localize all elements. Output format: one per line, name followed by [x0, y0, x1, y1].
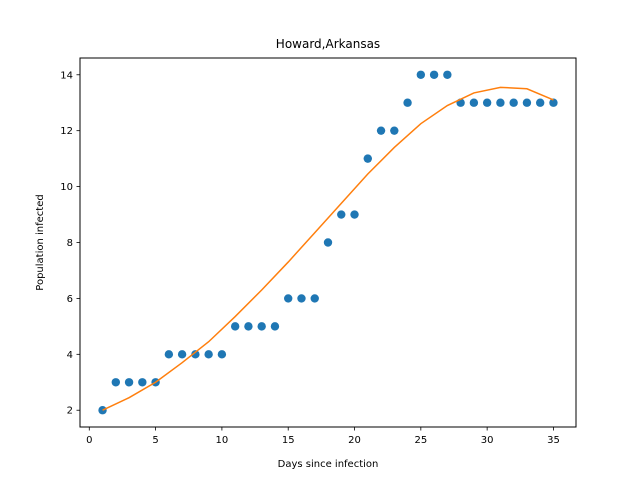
- scatter-point: [416, 70, 426, 79]
- x-tick-label: 35: [547, 435, 560, 446]
- y-tick-label: 10: [60, 182, 73, 193]
- y-axis-label: Population infected: [35, 194, 46, 290]
- y-tick-label: 12: [60, 126, 73, 137]
- scatter-point: [111, 378, 121, 387]
- scatter-point: [204, 350, 213, 359]
- scatter-point: [244, 322, 253, 331]
- scatter-point: [509, 98, 518, 107]
- scatter-point: [191, 350, 200, 359]
- scatter-point: [482, 98, 492, 107]
- y-tick-label: 14: [60, 70, 73, 81]
- scatter-point: [138, 378, 147, 387]
- x-tick-label: 10: [216, 435, 229, 446]
- scatter-point: [469, 98, 479, 107]
- scatter-point: [164, 350, 174, 359]
- scatter-point: [376, 126, 386, 135]
- x-tick-label: 0: [86, 435, 92, 446]
- x-axis-label: Days since infection: [278, 459, 379, 470]
- scatter-point: [217, 350, 227, 359]
- axes-frame: [79, 57, 577, 428]
- scatter-point: [297, 294, 306, 303]
- scatter-point: [284, 294, 293, 303]
- scatter-point: [323, 238, 333, 247]
- scatter-point: [310, 294, 319, 303]
- x-tick-label: 25: [414, 435, 427, 446]
- scatter-point: [390, 126, 399, 135]
- scatter-point: [350, 210, 359, 219]
- y-tick-label: 4: [67, 350, 73, 361]
- scatter-point: [496, 98, 505, 107]
- y-tick-label: 6: [67, 294, 73, 305]
- scatter-point: [177, 350, 187, 359]
- scatter-point: [270, 322, 280, 331]
- scatter-point: [124, 378, 134, 387]
- plot-area: [98, 70, 558, 415]
- axis-ticks: 0 5 10 15 20 25 30 35 2 4 6 8 10 12 14: [60, 70, 560, 446]
- scatter-point: [403, 98, 412, 107]
- scatter-point: [429, 70, 439, 79]
- scatter-point: [363, 154, 372, 163]
- scatter-point: [549, 98, 558, 107]
- scatter-point: [522, 98, 532, 107]
- x-tick-label: 30: [481, 435, 494, 446]
- scatter-point: [337, 210, 346, 219]
- scatter-point: [98, 406, 107, 415]
- scatter-point: [230, 322, 240, 331]
- y-tick-label: 2: [67, 406, 73, 417]
- scatter-point: [535, 98, 545, 107]
- y-tick-label: 8: [67, 238, 73, 249]
- chart-title: Howard,Arkansas: [276, 37, 380, 51]
- x-tick-label: 5: [152, 435, 158, 446]
- fit-line: [102, 86, 554, 411]
- scatter-point: [257, 322, 266, 331]
- scatter-point: [443, 70, 452, 79]
- x-tick-label: 20: [348, 435, 361, 446]
- x-tick-label: 15: [282, 435, 295, 446]
